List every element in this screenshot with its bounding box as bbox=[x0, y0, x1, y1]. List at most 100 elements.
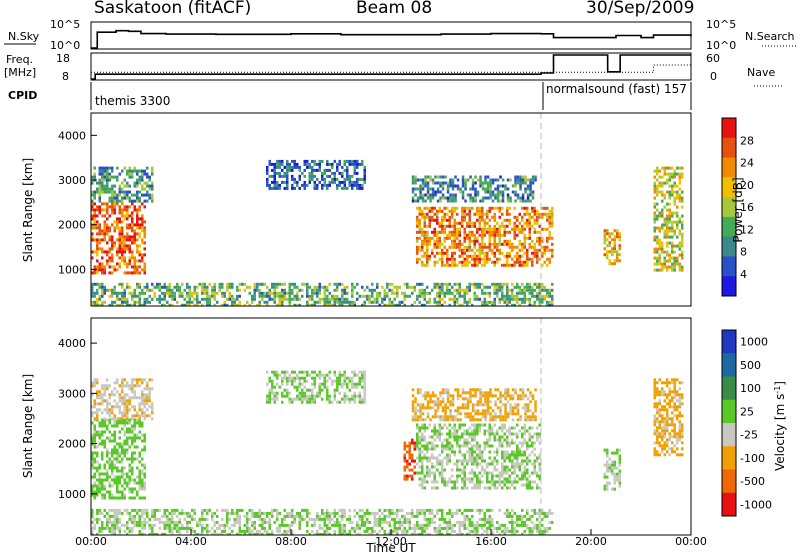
colorbar-swatch bbox=[722, 118, 736, 139]
heat-cell bbox=[258, 282, 261, 286]
heat-cell bbox=[363, 391, 366, 395]
heat-cell bbox=[136, 436, 139, 440]
heat-cell bbox=[103, 300, 106, 304]
heat-cell bbox=[493, 233, 496, 237]
heat-cell bbox=[348, 177, 351, 181]
heat-cell bbox=[113, 529, 116, 533]
heat-cell bbox=[313, 397, 316, 401]
heat-cell bbox=[91, 493, 94, 497]
heat-cell bbox=[446, 206, 449, 210]
heat-cell bbox=[656, 247, 659, 251]
heat-cell bbox=[471, 406, 475, 410]
heat-cell bbox=[426, 260, 429, 264]
heat-cell bbox=[426, 391, 430, 395]
heat-cell bbox=[421, 462, 424, 466]
heat-cell bbox=[421, 486, 424, 490]
heat-cell bbox=[296, 165, 299, 169]
heat-cell bbox=[671, 184, 674, 188]
heat-cell bbox=[491, 462, 494, 466]
heat-cell bbox=[133, 205, 136, 209]
heat-cell bbox=[518, 465, 521, 469]
heat-cell bbox=[433, 471, 436, 475]
heat-cell bbox=[523, 242, 526, 246]
heat-cell bbox=[489, 187, 492, 191]
heat-cell bbox=[121, 169, 124, 173]
heat-cell bbox=[256, 282, 259, 286]
heat-cell bbox=[503, 297, 506, 301]
heat-cell bbox=[388, 297, 391, 301]
heat-cell bbox=[446, 397, 450, 401]
heat-cell bbox=[121, 378, 124, 382]
heat-cell bbox=[613, 487, 616, 491]
heat-cell bbox=[513, 285, 516, 289]
heat-cell bbox=[321, 159, 324, 163]
heat-cell bbox=[511, 483, 514, 487]
heat-cell bbox=[653, 384, 656, 388]
heat-cell bbox=[523, 429, 526, 433]
heat-cell bbox=[453, 260, 456, 264]
heat-cell bbox=[103, 175, 106, 179]
heat-cell bbox=[101, 384, 104, 388]
heat-cell bbox=[529, 418, 532, 422]
heat-cell bbox=[133, 487, 136, 491]
heat-cell bbox=[181, 282, 184, 286]
heat-cell bbox=[484, 400, 487, 404]
heat-cell bbox=[113, 436, 116, 440]
heat-cell bbox=[449, 181, 452, 185]
heat-cell bbox=[278, 186, 281, 190]
heat-cell bbox=[193, 297, 196, 301]
heat-cell bbox=[473, 260, 476, 264]
heat-cell bbox=[681, 223, 684, 227]
heat-cell bbox=[426, 447, 429, 451]
heat-cell bbox=[533, 282, 536, 286]
heat-cell bbox=[526, 212, 529, 216]
heat-cell bbox=[138, 271, 141, 275]
heat-cell bbox=[471, 453, 474, 457]
heat-cell bbox=[118, 529, 121, 533]
heat-cell bbox=[441, 282, 444, 286]
heat-cell bbox=[456, 230, 459, 234]
heat-cell bbox=[123, 196, 126, 200]
heat-cell bbox=[488, 462, 491, 466]
heat-cell bbox=[203, 288, 206, 292]
heat-cell bbox=[143, 433, 146, 437]
heat-cell bbox=[486, 409, 490, 413]
heat-cell bbox=[653, 414, 656, 418]
heat-cell bbox=[116, 220, 119, 224]
heat-cell bbox=[491, 300, 494, 304]
heat-cell bbox=[511, 397, 515, 401]
heat-cell bbox=[471, 429, 474, 433]
heat-cell bbox=[663, 259, 666, 263]
heat-cell bbox=[616, 475, 619, 479]
heat-cell bbox=[338, 171, 341, 175]
heat-cell bbox=[203, 285, 206, 289]
heat-cell bbox=[466, 403, 470, 407]
heat-cell bbox=[668, 438, 671, 442]
heat-cell bbox=[458, 245, 461, 249]
heat-cell bbox=[491, 483, 494, 487]
heat-cell bbox=[506, 480, 509, 484]
heat-cell bbox=[451, 257, 454, 261]
heat-cell bbox=[476, 486, 479, 490]
heat-cell bbox=[423, 474, 426, 478]
heat-cell bbox=[511, 459, 514, 463]
heat-cell bbox=[133, 508, 136, 512]
heat-cell bbox=[521, 459, 524, 463]
heat-cell bbox=[141, 433, 144, 437]
heat-cell bbox=[98, 205, 101, 209]
heat-cell bbox=[658, 402, 661, 406]
heat-cell bbox=[113, 202, 116, 206]
heat-cell bbox=[541, 227, 544, 231]
heat-cell bbox=[93, 457, 96, 461]
heat-cell bbox=[451, 215, 454, 219]
heat-cell bbox=[466, 432, 469, 436]
heat-cell bbox=[91, 288, 94, 292]
heat-cell bbox=[666, 202, 669, 206]
heat-cell bbox=[508, 294, 511, 298]
heat-cell bbox=[443, 239, 446, 243]
heat-cell bbox=[488, 435, 491, 439]
heat-cell bbox=[321, 382, 324, 386]
heat-cell bbox=[436, 251, 439, 255]
heat-cell bbox=[516, 193, 520, 197]
heat-cell bbox=[493, 263, 496, 267]
